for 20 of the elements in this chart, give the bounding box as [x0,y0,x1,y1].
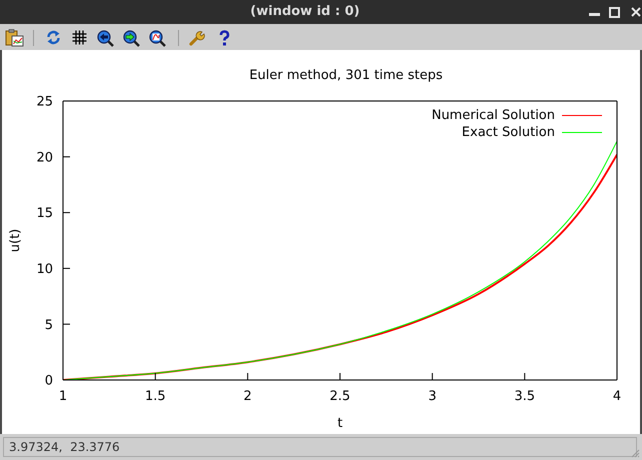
y-tick-label: 25 [36,94,53,110]
x-tick-label: 1 [58,389,68,404]
x-tick-label: 1.5 [144,389,166,404]
chart-title: Euler method, 301 time steps [249,68,443,83]
y-tick-label: 15 [36,206,53,222]
text: (window id : 0) [250,4,360,19]
y-tick-label: 20 [36,150,53,166]
x-tick-label: 2.5 [330,389,350,404]
x-tick-label: 3.5 [514,389,536,404]
y-axis-title: u(t) [8,228,23,252]
text: 3.97324, 23.3776 [9,440,120,454]
x-tick-label: 4 [612,389,622,404]
x-tick-label: 3 [428,389,436,404]
x-tick-label: 2 [244,389,252,404]
x-axis-title: t [337,416,343,431]
y-tick-label: 5 [44,318,53,333]
y-tick-label: 0 [44,374,53,389]
legend-label: Numerical Solution [432,108,555,123]
y-tick-label: 10 [36,262,53,278]
legend-label: Exact Solution [462,125,555,140]
